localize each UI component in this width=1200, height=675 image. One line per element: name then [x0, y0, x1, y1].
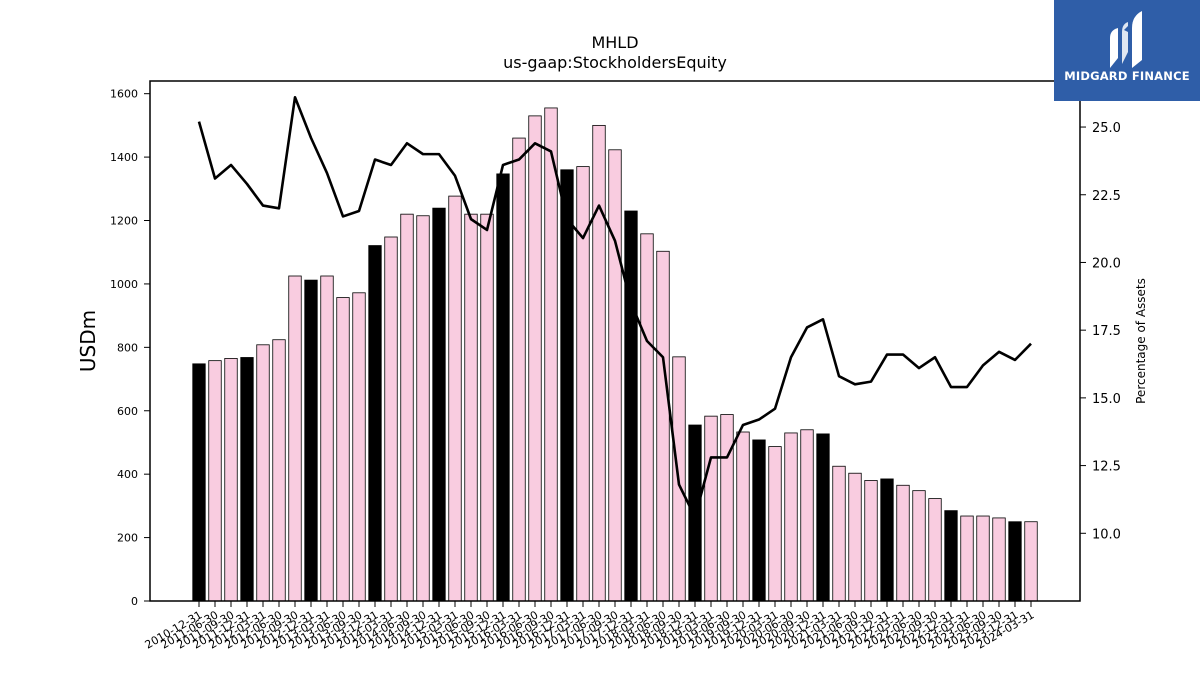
- bar: [608, 149, 622, 602]
- bar: [1024, 521, 1038, 602]
- bar: [752, 439, 766, 602]
- y-tick-label: 1600: [110, 88, 138, 101]
- bar: [336, 297, 350, 602]
- bar: [240, 357, 254, 602]
- y2-tick-label: 17.5: [1092, 324, 1121, 339]
- bar: [384, 236, 398, 602]
- logo: MIDGARD FINANCE: [1054, 0, 1200, 101]
- bar: [736, 431, 750, 602]
- bar: [992, 517, 1006, 602]
- bar: [768, 446, 782, 602]
- y-tick-label: 400: [117, 468, 138, 481]
- bar: [480, 213, 494, 602]
- bar: [640, 233, 654, 602]
- bar: [368, 245, 382, 602]
- bar: [816, 433, 830, 602]
- bar: [832, 465, 846, 602]
- logo-mark-icon: [1110, 11, 1142, 68]
- axes-layer: 0 200 400 600 800 1000 1200 1400 1600 10.0 12.5 15.…: [110, 80, 1121, 652]
- bar: [544, 107, 558, 602]
- y-axis-label: USDm: [76, 310, 100, 372]
- y2-tick-label: 20.0: [1092, 256, 1121, 271]
- bar: [192, 363, 206, 602]
- bar: [960, 515, 974, 602]
- y-tick-label: 1200: [110, 215, 138, 228]
- bar: [512, 137, 526, 602]
- bar: [912, 490, 926, 602]
- bar: [448, 195, 462, 602]
- y-tick-label: 200: [117, 532, 138, 545]
- bar: [720, 414, 734, 602]
- bar: [656, 250, 670, 602]
- line-layer: [197, 95, 1032, 519]
- bar: [1008, 521, 1022, 602]
- bar: [896, 484, 910, 602]
- bar: [800, 429, 814, 602]
- y2-tick-label: 22.5: [1092, 189, 1121, 204]
- bar: [944, 510, 958, 602]
- logo-text: MIDGARD FINANCE: [1064, 69, 1190, 83]
- bar: [416, 215, 430, 602]
- bar: [400, 213, 414, 602]
- bar: [496, 173, 510, 602]
- y-tick-label: 600: [117, 405, 138, 418]
- bar: [848, 472, 862, 602]
- bars-layer: [192, 107, 1038, 602]
- bar: [880, 478, 894, 602]
- bar: [624, 210, 638, 602]
- bar: [256, 344, 270, 602]
- bar: [592, 124, 606, 602]
- y-tick-label: 1000: [110, 278, 138, 291]
- bar: [976, 515, 990, 602]
- y2-tick-label: 25.0: [1092, 121, 1121, 136]
- y-tick-label: 0: [131, 595, 138, 608]
- y2-tick-label: 10.0: [1092, 527, 1121, 542]
- y2-axis-label: Percentage of Assets: [1134, 278, 1148, 404]
- bar: [528, 115, 542, 602]
- bar: [864, 480, 878, 602]
- bar: [464, 213, 478, 602]
- series-line: [197, 95, 1032, 519]
- bar: [560, 169, 574, 602]
- bar: [928, 498, 942, 602]
- bar: [208, 360, 222, 602]
- bar: [784, 432, 798, 602]
- y2-tick-label: 15.0: [1092, 392, 1121, 407]
- y2-tick-label: 12.5: [1092, 460, 1121, 475]
- bar: [432, 207, 446, 602]
- y-tick-label: 1400: [110, 151, 138, 164]
- bar: [224, 358, 238, 602]
- bar: [704, 415, 718, 602]
- bar: [320, 275, 334, 602]
- bar: [304, 279, 318, 602]
- bar: [352, 292, 366, 602]
- y-tick-label: 800: [117, 341, 138, 354]
- chart-subtitle: us-gaap:StockholdersEquity: [503, 53, 727, 72]
- bar: [272, 339, 286, 602]
- chart-title: MHLD: [591, 33, 638, 52]
- bar: [288, 275, 302, 602]
